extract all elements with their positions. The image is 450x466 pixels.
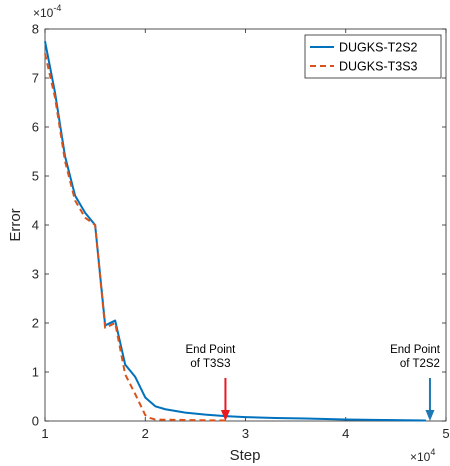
legend: DUGKS-T2S2 DUGKS-T3S3 bbox=[304, 34, 442, 79]
y-tick-label: 4 bbox=[32, 218, 39, 233]
x-axis-label: Step bbox=[230, 447, 261, 464]
annotation-arrow-head bbox=[220, 410, 230, 421]
legend-label-t2s2: DUGKS-T2S2 bbox=[339, 41, 418, 55]
y-tick-label: 2 bbox=[32, 316, 39, 331]
x-tick-label: 1 bbox=[41, 426, 48, 441]
y-tick-label: 5 bbox=[32, 169, 39, 184]
legend-label-t3s3: DUGKS-T3S3 bbox=[339, 60, 418, 74]
y-tick-label: 6 bbox=[32, 120, 39, 135]
annotation-text: End Point bbox=[390, 344, 441, 356]
plot-area bbox=[44, 28, 447, 422]
series-line-dugks-t2s2 bbox=[44, 41, 426, 422]
y-tick-label: 7 bbox=[32, 71, 39, 86]
legend-box bbox=[304, 34, 442, 79]
y-tick-label: 8 bbox=[32, 22, 39, 37]
x-multiplier-exp: 4 bbox=[430, 447, 435, 457]
series-lines bbox=[44, 41, 426, 422]
series-line-dugks-t3s3 bbox=[44, 53, 226, 422]
x-tick-label: 4 bbox=[342, 426, 349, 441]
y-tick-label: 1 bbox=[32, 365, 39, 380]
x-multiplier: ×104 bbox=[410, 447, 435, 464]
y-multiplier-exp: -4 bbox=[53, 3, 61, 13]
annotations: End Point of T3S3 End Point of T2S2 bbox=[186, 344, 441, 421]
y-tick-label: 3 bbox=[32, 267, 39, 282]
annotation-text: of T3S3 bbox=[190, 358, 230, 370]
x-tick-label: 2 bbox=[142, 426, 149, 441]
annotation-arrow-head bbox=[425, 410, 435, 421]
y-axis-label: Error bbox=[7, 208, 24, 241]
x-tick-label: 5 bbox=[442, 426, 449, 441]
annotation-text: End Point bbox=[186, 344, 237, 356]
y-multiplier: ×10-4 bbox=[33, 3, 61, 20]
annotation-text: of T2S2 bbox=[400, 358, 440, 370]
y-tick-label: 0 bbox=[32, 414, 39, 429]
x-tick-label: 3 bbox=[242, 426, 249, 441]
